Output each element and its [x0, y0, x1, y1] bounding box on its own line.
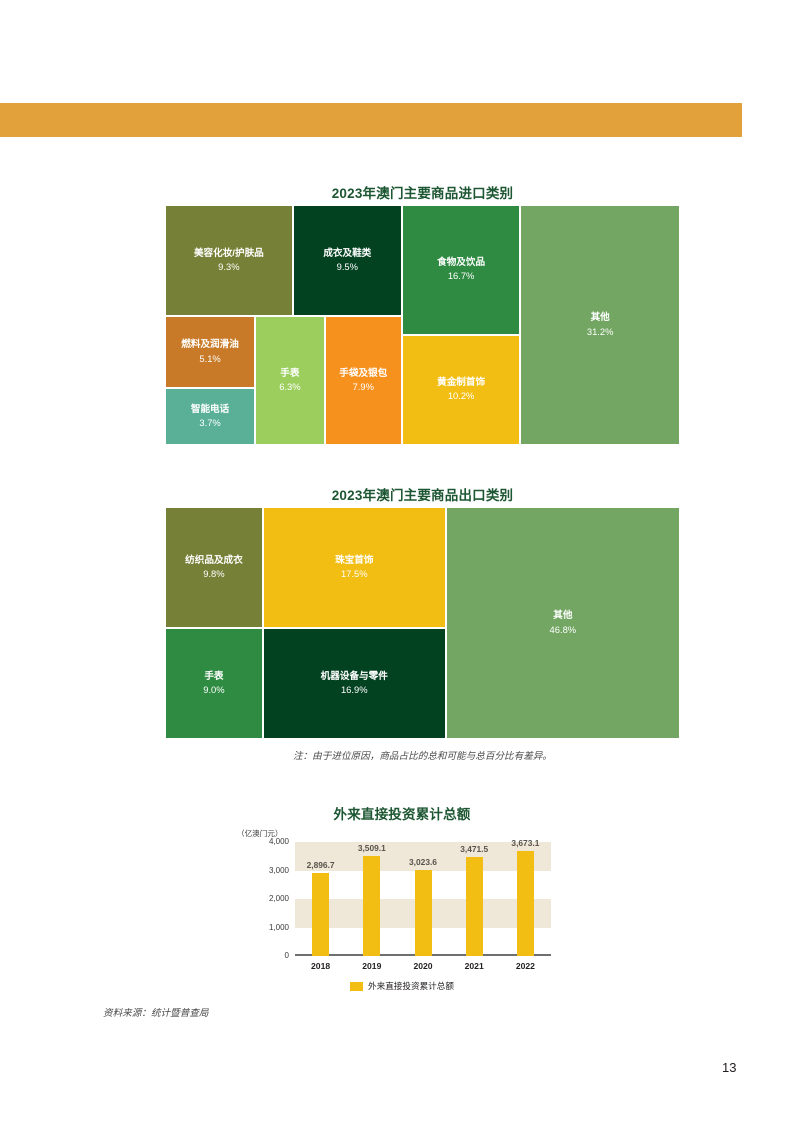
- y-axis-tick-label: 2,000: [268, 894, 289, 904]
- treemap-cell: 手表 9.0%: [165, 627, 263, 739]
- y-axis-tick-label: 4,000: [268, 837, 289, 847]
- legend-swatch: [350, 981, 364, 991]
- treemap-cell: 美容化妆/护肤品 9.3%: [165, 205, 293, 317]
- treemap-cell-label: 其他: [590, 312, 610, 324]
- treemap-cell-label: 机器设备与零件: [320, 670, 388, 682]
- treemap-cell-value: 3.7%: [199, 417, 221, 429]
- treemap-cell-label: 成衣及鞋类: [323, 247, 372, 259]
- bar: [312, 873, 330, 956]
- treemap-cell-label: 手袋及银包: [339, 367, 388, 379]
- treemap-cell-value: 9.3%: [218, 261, 240, 273]
- imports-treemap: 美容化妆/护肤品 9.3% 成衣及鞋类 9.5% 食物及饮品 16.7% 其他 31.2% 燃料…: [165, 205, 680, 445]
- bar-value-label: 3,509.1: [357, 843, 386, 853]
- x-axis-tick-label: 2018: [311, 961, 331, 971]
- treemap-cell-value: 46.8%: [549, 623, 577, 635]
- treemap-cell-label: 手表: [204, 670, 224, 682]
- bar-value-label: 3,023.6: [409, 856, 437, 867]
- treemap-cell: 食物及饮品 16.7%: [401, 205, 521, 335]
- bar: [516, 851, 534, 956]
- treemap-cell-label: 智能电话: [190, 403, 230, 415]
- x-axis-tick-label: 2020: [413, 961, 433, 971]
- exports-treemap: 纺织品及成衣 9.8% 珠宝首饰 17.5% 其他 46.8% 手表 9.0% 机器设备与零件 1…: [165, 507, 680, 739]
- treemap-cell-label: 纺织品及成衣: [185, 554, 243, 566]
- treemap-cell-label: 手表: [280, 367, 300, 379]
- treemap-cell-label: 燃料及润滑油: [181, 339, 239, 351]
- exports-treemap-title: 2023年澳门主要商品出口类别: [331, 488, 514, 503]
- treemap-cell-value: 10.2%: [447, 390, 475, 402]
- treemap-cell-label: 其他: [553, 610, 573, 622]
- imports-treemap-title: 2023年澳门主要商品进口类别: [331, 186, 514, 201]
- treemap-cell: 纺织品及成衣 9.8%: [165, 507, 263, 628]
- treemap-cell-value: 16.7%: [447, 270, 475, 282]
- treemap-note: 注：由于进位原因，商品占比的总和可能与总百分比有差异。: [292, 751, 553, 762]
- x-axis-tick-label: 2019: [362, 961, 382, 971]
- fdi-bar-chart-title: 外来直接投资累计总额: [333, 807, 471, 822]
- chart-legend: 外来直接投资累计总额: [237, 980, 567, 992]
- treemap-cell: 成衣及鞋类 9.5%: [292, 205, 402, 317]
- bar-value-label: 2,896.7: [306, 860, 335, 871]
- page-number: 13: [722, 1060, 737, 1075]
- bar-value-label: 3,471.5: [460, 844, 489, 855]
- y-axis-tick-label: 1,000: [268, 922, 289, 932]
- treemap-cell-value: 7.9%: [352, 381, 374, 393]
- treemap-cell: 燃料及润滑油 5.1%: [165, 316, 256, 389]
- plot-area: 0 1,000 2,000 3,000 4,000 2,896.7 2018 3,509.1 2…: [269, 837, 551, 971]
- fdi-bar-chart: （亿澳门元） 0 1,000 2,000 3,000 4,000 2,896.7 2018 3…: [237, 828, 567, 991]
- y-axis-tick-label: 0: [284, 951, 289, 961]
- treemap-cell: 机器设备与零件 16.9%: [262, 627, 446, 739]
- treemap-cell-value: 5.1%: [199, 352, 221, 364]
- treemap-cell-value: 17.5%: [340, 567, 368, 579]
- treemap-cell-value: 9.5%: [336, 261, 358, 273]
- bar: [414, 869, 432, 956]
- x-axis-tick-label: 2022: [515, 961, 535, 971]
- treemap-cell-value: 16.9%: [340, 683, 368, 695]
- bar-value-label: 3,673.1: [511, 838, 540, 849]
- background-band: [295, 842, 551, 871]
- treemap-cell-label: 美容化妆/护肤品: [193, 247, 264, 259]
- treemap-cell: 其他 46.8%: [445, 507, 680, 739]
- y-axis-tick-label: 3,000: [268, 865, 289, 875]
- treemap-cell-value: 31.2%: [586, 325, 614, 337]
- treemap-cell-label: 黄金制首饰: [437, 377, 486, 389]
- y-axis-unit-label: （亿澳门元）: [237, 829, 283, 838]
- treemap-cell: 手袋及银包 7.9%: [324, 316, 402, 445]
- treemap-cell: 珠宝首饰 17.5%: [262, 507, 446, 628]
- legend-label: 外来直接投资累计总额: [368, 981, 454, 991]
- source-note: 资料来源：统计暨普查局: [103, 1008, 209, 1019]
- treemap-cell: 其他 31.2%: [520, 205, 680, 445]
- treemap-cell: 手表 6.3%: [255, 316, 325, 445]
- treemap-cell: 黄金制首饰 10.2%: [401, 334, 521, 445]
- bar: [363, 856, 381, 956]
- treemap-cell-label: 珠宝首饰: [335, 554, 374, 566]
- treemap-cell-label: 食物及饮品: [437, 257, 486, 269]
- bar: [465, 857, 483, 956]
- header-band: [0, 103, 742, 137]
- treemap-cell-value: 9.0%: [203, 683, 225, 695]
- treemap-cell-value: 6.3%: [279, 381, 301, 393]
- treemap-cell-value: 9.8%: [203, 567, 225, 579]
- x-axis-tick-label: 2021: [464, 961, 484, 971]
- treemap-cell: 智能电话 3.7%: [165, 388, 256, 445]
